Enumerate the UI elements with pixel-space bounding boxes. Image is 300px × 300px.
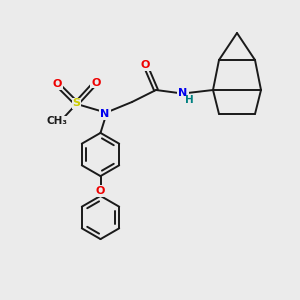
Text: H: H <box>185 94 194 105</box>
Text: CH₃: CH₃ <box>46 116 68 127</box>
Text: O: O <box>141 60 150 70</box>
Text: S: S <box>73 98 80 109</box>
Text: N: N <box>100 109 109 119</box>
Text: O: O <box>52 79 62 89</box>
Text: N: N <box>178 88 188 98</box>
Text: O: O <box>96 186 105 196</box>
Text: O: O <box>91 77 101 88</box>
